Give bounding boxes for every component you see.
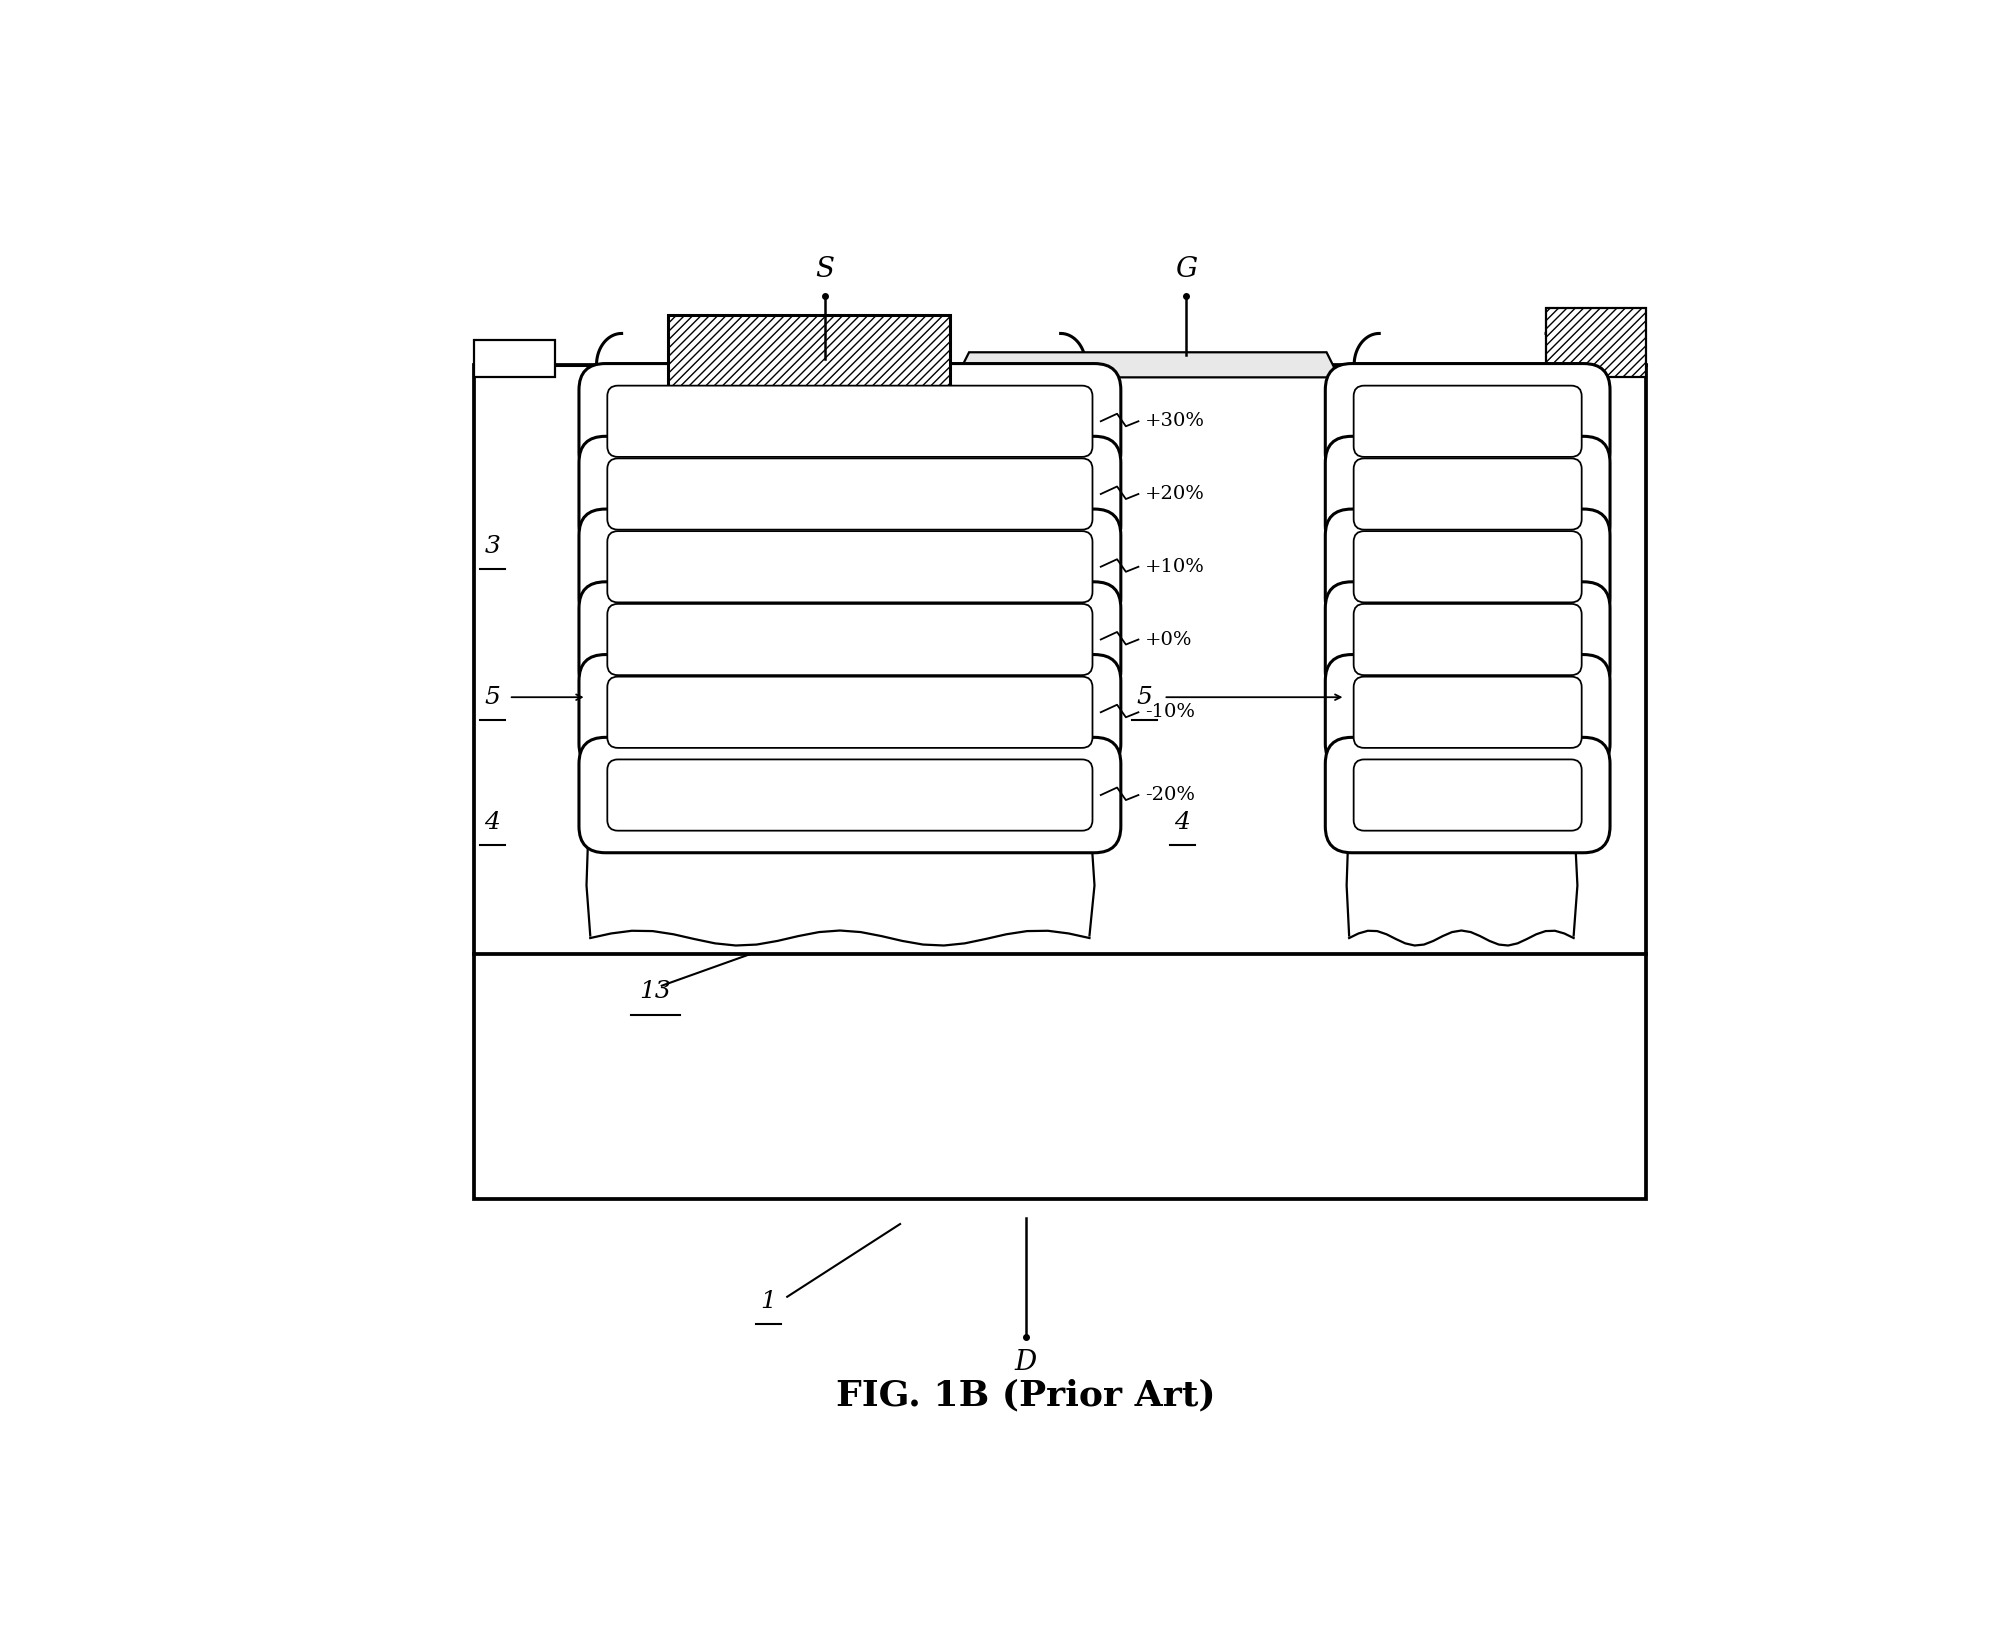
FancyBboxPatch shape [1325, 655, 1611, 771]
FancyBboxPatch shape [1325, 510, 1611, 624]
FancyBboxPatch shape [578, 437, 1121, 552]
FancyBboxPatch shape [608, 604, 1093, 674]
FancyBboxPatch shape [578, 363, 1121, 479]
Bar [474, 365, 1647, 1199]
Text: 1: 1 [760, 1290, 776, 1313]
FancyBboxPatch shape [1325, 738, 1611, 852]
FancyBboxPatch shape [1325, 582, 1611, 697]
FancyBboxPatch shape [578, 510, 1121, 624]
Text: +10%: +10% [1145, 557, 1205, 575]
FancyBboxPatch shape [578, 582, 1121, 697]
Text: 4: 4 [484, 811, 500, 834]
Text: FIG. 1B (Prior Art): FIG. 1B (Prior Art) [836, 1378, 1215, 1412]
Text: D: D [1015, 1349, 1037, 1377]
FancyBboxPatch shape [608, 676, 1093, 748]
Text: -10%: -10% [1145, 704, 1195, 722]
FancyBboxPatch shape [1353, 759, 1581, 831]
FancyBboxPatch shape [578, 655, 1121, 771]
Bar [474, 340, 554, 378]
FancyBboxPatch shape [608, 759, 1093, 831]
Text: +20%: +20% [1145, 485, 1205, 503]
FancyBboxPatch shape [608, 458, 1093, 529]
Bar [668, 314, 950, 389]
Text: 5: 5 [484, 686, 500, 709]
Text: 5: 5 [1137, 686, 1153, 709]
FancyBboxPatch shape [1353, 676, 1581, 748]
Text: 4: 4 [1175, 811, 1191, 834]
Polygon shape [956, 352, 1339, 378]
Text: +30%: +30% [1145, 412, 1205, 430]
FancyBboxPatch shape [578, 738, 1121, 852]
Text: -20%: -20% [1145, 787, 1195, 805]
Text: 13: 13 [640, 981, 672, 1003]
FancyBboxPatch shape [608, 531, 1093, 603]
FancyBboxPatch shape [1353, 604, 1581, 674]
FancyBboxPatch shape [1325, 363, 1611, 479]
FancyBboxPatch shape [1353, 458, 1581, 529]
FancyBboxPatch shape [1325, 437, 1611, 552]
FancyBboxPatch shape [608, 386, 1093, 456]
Text: 3: 3 [484, 536, 500, 559]
FancyBboxPatch shape [1353, 386, 1581, 456]
Bar [1547, 308, 1647, 378]
Text: G: G [1175, 256, 1197, 283]
Text: S: S [814, 256, 834, 283]
Text: +0%: +0% [1145, 630, 1193, 648]
FancyBboxPatch shape [1353, 531, 1581, 603]
